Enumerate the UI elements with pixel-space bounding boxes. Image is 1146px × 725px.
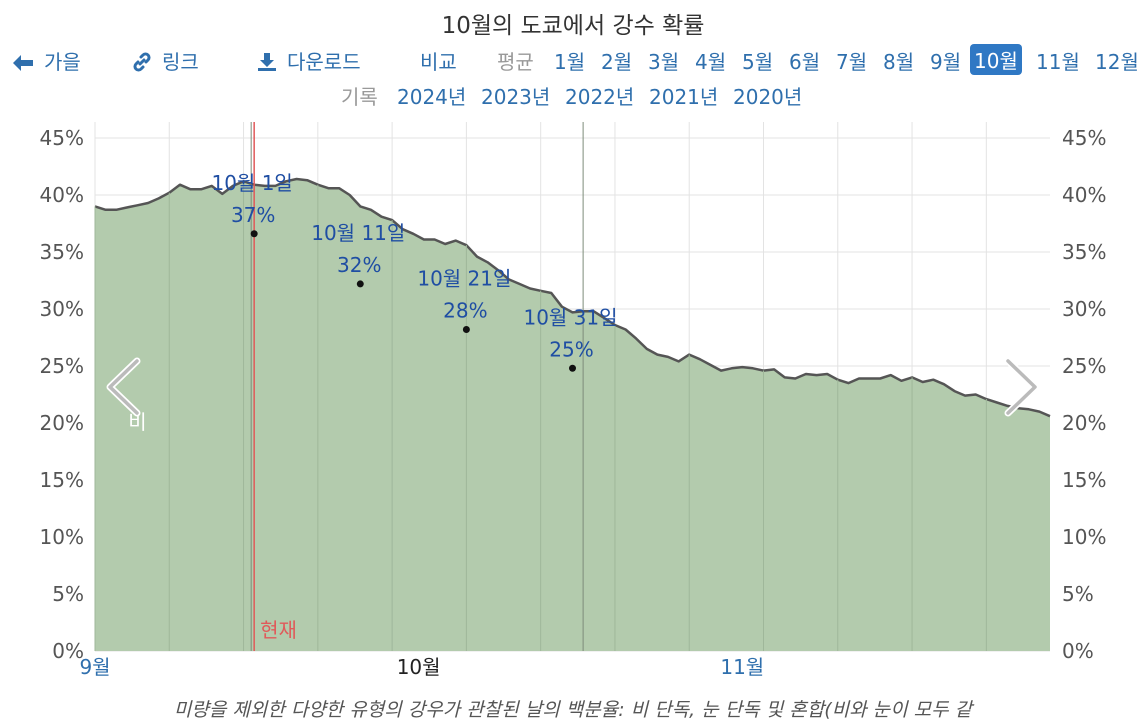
compare-button[interactable]: 비교 xyxy=(420,50,457,74)
annotation-value-label: 32% xyxy=(337,253,381,277)
y-axis-right: 0% 5% 10% 15% 20% 25% 30% 35% 40% 45% xyxy=(1062,126,1106,663)
y-tick-label: 30% xyxy=(40,297,84,321)
back-label: 가을 xyxy=(44,50,81,74)
x-month-label: 11월 xyxy=(720,655,764,679)
month-tab-10[interactable]: 10월 xyxy=(970,44,1022,75)
annotations: 10월 1일 37% 10월 11일 32% 10월 21일 28% 10월 31일 25% xyxy=(211,171,618,372)
download-button[interactable]: 다운로드 xyxy=(257,46,361,75)
month-tab-9[interactable]: 9월 xyxy=(930,50,962,74)
current-label: 현재 xyxy=(260,618,297,642)
y-tick-label: 5% xyxy=(1062,582,1094,606)
page-title: 10월의 도쿄에서 강수 확률 xyxy=(441,13,705,39)
download-icon xyxy=(258,53,276,71)
annotation-dot xyxy=(462,326,470,334)
month-tab-2[interactable]: 2월 xyxy=(601,50,633,74)
month-tab-8[interactable]: 8월 xyxy=(883,50,915,74)
annotation-date-label: 10월 11일 xyxy=(311,221,405,245)
y-tick-label: 40% xyxy=(1062,183,1106,207)
next-chevron-icon[interactable] xyxy=(1004,357,1039,417)
back-button[interactable]: 가을 xyxy=(12,46,81,75)
link-icon xyxy=(133,52,151,72)
history-label: 기록 xyxy=(341,85,378,109)
month-tab-7[interactable]: 7월 xyxy=(836,50,868,74)
y-tick-label: 25% xyxy=(40,354,84,378)
link-label: 링크 xyxy=(162,50,199,74)
history-year-2023[interactable]: 2023년 xyxy=(481,85,551,109)
y-tick-label: 25% xyxy=(1062,354,1106,378)
y-tick-label: 15% xyxy=(1062,468,1106,492)
x-axis: 9월 10월 11월 xyxy=(79,655,764,679)
annotation-dot xyxy=(356,280,364,288)
annotation-value-label: 37% xyxy=(231,203,275,227)
y-tick-label: 40% xyxy=(40,183,84,207)
y-tick-label: 0% xyxy=(52,639,84,663)
month-tab-4[interactable]: 4월 xyxy=(695,50,727,74)
annotation-dot xyxy=(569,364,576,372)
y-tick-label: 35% xyxy=(40,240,84,264)
y-tick-label: 45% xyxy=(40,126,84,150)
history-year-2021[interactable]: 2021년 xyxy=(649,85,719,109)
area-layer xyxy=(94,177,1051,651)
x-month-label: 10월 xyxy=(397,655,441,679)
y-tick-label: 35% xyxy=(1062,240,1106,264)
toolbar: 가을 링크 다운로드 비교 평균 1월 2월 3월 4월 5월 6월 7월 8월… xyxy=(0,44,1146,76)
annotation-value-label: 28% xyxy=(443,299,487,323)
y-tick-label: 20% xyxy=(1062,411,1106,435)
y-tick-label: 30% xyxy=(1062,297,1106,321)
y-tick-label: 0% xyxy=(1062,639,1094,663)
arrow-left-icon xyxy=(13,55,33,71)
annotation-date-label: 10월 21일 xyxy=(417,267,511,291)
download-label: 다운로드 xyxy=(287,50,361,74)
area-label: 비 xyxy=(128,410,146,434)
history-year-2024[interactable]: 2024년 xyxy=(397,85,467,109)
x-month-label: 9월 xyxy=(79,655,110,679)
month-tab-3[interactable]: 3월 xyxy=(648,50,680,74)
rain-area xyxy=(95,179,1050,651)
annotation-dot xyxy=(250,230,258,238)
history-year-2020[interactable]: 2020년 xyxy=(733,85,803,109)
month-tab-6[interactable]: 6월 xyxy=(789,50,821,74)
history-year-2022[interactable]: 2022년 xyxy=(565,85,635,109)
y-tick-label: 5% xyxy=(52,582,84,606)
month-tab-12[interactable]: 12월 xyxy=(1095,50,1139,74)
y-tick-label: 10% xyxy=(1062,525,1106,549)
y-tick-label: 45% xyxy=(1062,126,1106,150)
y-tick-label: 20% xyxy=(40,411,84,435)
footer-note: 미량을 제외한 다양한 유형의 강우가 관찰된 날의 백분율: 비 단독, 눈 … xyxy=(173,699,973,721)
annotation-date-label: 10월 31일 xyxy=(523,305,617,329)
month-tab-11[interactable]: 11월 xyxy=(1036,50,1080,74)
annotation-date-label: 10월 1일 xyxy=(211,171,292,195)
history-bar: 기록 2024년 2023년 2022년 2021년 2020년 xyxy=(0,80,1146,110)
vertical-lines xyxy=(94,122,987,651)
month-tab-1[interactable]: 1월 xyxy=(554,50,586,74)
link-button[interactable]: 링크 xyxy=(132,46,199,75)
y-axis-left: 0% 5% 10% 15% 20% 25% 30% 35% 40% 45% xyxy=(40,126,84,663)
y-tick-label: 15% xyxy=(40,468,84,492)
y-tick-label: 10% xyxy=(40,525,84,549)
annotation-value-label: 25% xyxy=(549,337,593,361)
month-tab-5[interactable]: 5월 xyxy=(742,50,774,74)
previous-chevron-icon[interactable] xyxy=(106,357,141,417)
precipitation-chart: 0% 5% 10% 15% 20% 25% 30% 35% 40% 45% 0% 5% 10% 15% 2… xyxy=(40,122,1106,679)
average-label: 평균 xyxy=(497,50,534,74)
